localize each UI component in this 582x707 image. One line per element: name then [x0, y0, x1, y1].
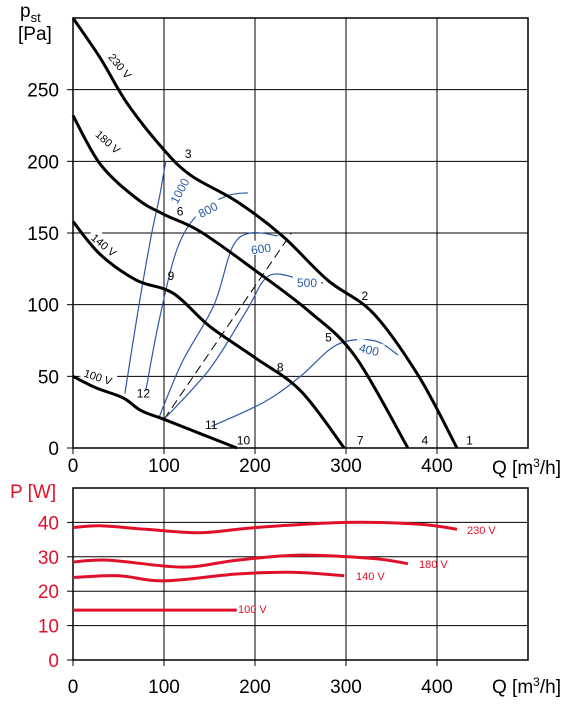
x-tick-label: 0 [68, 677, 79, 698]
rpm-label: 400 [358, 341, 381, 360]
y-tick-label: 100 [27, 296, 59, 317]
x-axis-label-main: Q [m [492, 458, 533, 479]
power-curve [72, 553, 409, 569]
operating-point-label: 5 [325, 331, 332, 345]
rpm-line [211, 338, 399, 428]
rpm-label-bg [165, 174, 191, 206]
x-tick-label: 200 [239, 677, 271, 698]
power-curve [72, 520, 458, 535]
power-curve-label: 230 V [467, 525, 496, 537]
power-chart: 0 100 200 300 400 0 10 20 30 40 P [W] Q [m3/h] 230 V… [10, 482, 561, 698]
rpm-label-bg [354, 337, 385, 359]
operating-point-label: 12 [137, 386, 151, 400]
x-axis-label-main: Q [m [492, 677, 533, 698]
rpm-line [124, 161, 167, 394]
x-tick-label: 300 [330, 677, 362, 698]
y-axis-unit: [Pa] [18, 24, 52, 45]
x-axis-label: Q [m3/h] [492, 456, 561, 479]
x-tick-label: 300 [330, 456, 362, 477]
x-axis-label-sup: 3 [533, 675, 540, 689]
power-curve [72, 570, 345, 583]
x-tick-label: 0 [68, 456, 79, 477]
power-curve-label: 180 V [419, 559, 448, 571]
voltage-curve [71, 220, 346, 449]
voltage-label-bg [104, 47, 138, 84]
operating-point-label: 11 [205, 418, 218, 432]
y-axis-label-main: p [20, 1, 31, 22]
operating-point-label: 4 [422, 434, 429, 448]
operating-point-label: 1 [466, 434, 473, 448]
operating-point-label: 8 [277, 361, 284, 375]
rpm-line [145, 192, 248, 391]
operating-point-label: 10 [237, 434, 251, 448]
x-tick-label: 400 [421, 677, 453, 698]
y-tick-label: 200 [27, 152, 59, 173]
x-tick-label: 200 [239, 456, 271, 477]
voltage-curve [71, 114, 410, 449]
y-tick-label: 0 [48, 439, 59, 460]
voltage-label-bg [86, 227, 123, 261]
system-curve-dashed [163, 232, 292, 420]
y-tick-label: 150 [27, 224, 59, 245]
x-axis-label-end: /h] [540, 458, 561, 479]
voltage-label-bg [91, 124, 127, 158]
power-curve-label: 140 V [356, 571, 385, 583]
rpm-label-bg [293, 274, 321, 288]
x-axis-label: Q [m3/h] [492, 675, 561, 698]
operating-point-label: 3 [185, 147, 192, 161]
x-axis-label-end: /h] [540, 677, 561, 698]
y-tick-label: 10 [38, 617, 59, 638]
y-tick-label: 20 [38, 582, 59, 603]
power-curve-label: 100 V [238, 604, 267, 616]
voltage-curve [71, 17, 459, 449]
y-axis-label: pst [20, 1, 41, 25]
y-axis-label-sub: st [31, 10, 42, 25]
operating-point-label: 7 [357, 434, 364, 448]
voltage-curve [72, 374, 238, 450]
plot-frame [72, 487, 529, 661]
rpm-line [163, 273, 324, 420]
operating-point-label: 9 [168, 269, 175, 283]
operating-point-label: 6 [177, 204, 184, 218]
rpm-label: 600 [250, 241, 272, 258]
voltage-label-bg [79, 363, 118, 388]
y-tick-label: 0 [48, 651, 59, 672]
rpm-label-bg [245, 238, 276, 256]
y-tick-label: 50 [38, 367, 59, 388]
rpm-line [158, 231, 278, 417]
rpm-label-bg [191, 195, 223, 221]
y-axis-label: P [W] [10, 482, 56, 503]
x-tick-label: 400 [421, 456, 453, 477]
y-tick-label: 40 [38, 513, 59, 534]
rpm-label: 500 [297, 276, 317, 290]
y-tick-label: 250 [27, 81, 59, 102]
operating-point-label: 2 [361, 289, 368, 303]
x-tick-label: 100 [148, 677, 180, 698]
x-tick-label: 100 [148, 456, 180, 477]
y-tick-label: 30 [38, 548, 59, 569]
x-axis-label-sup: 3 [533, 456, 540, 470]
